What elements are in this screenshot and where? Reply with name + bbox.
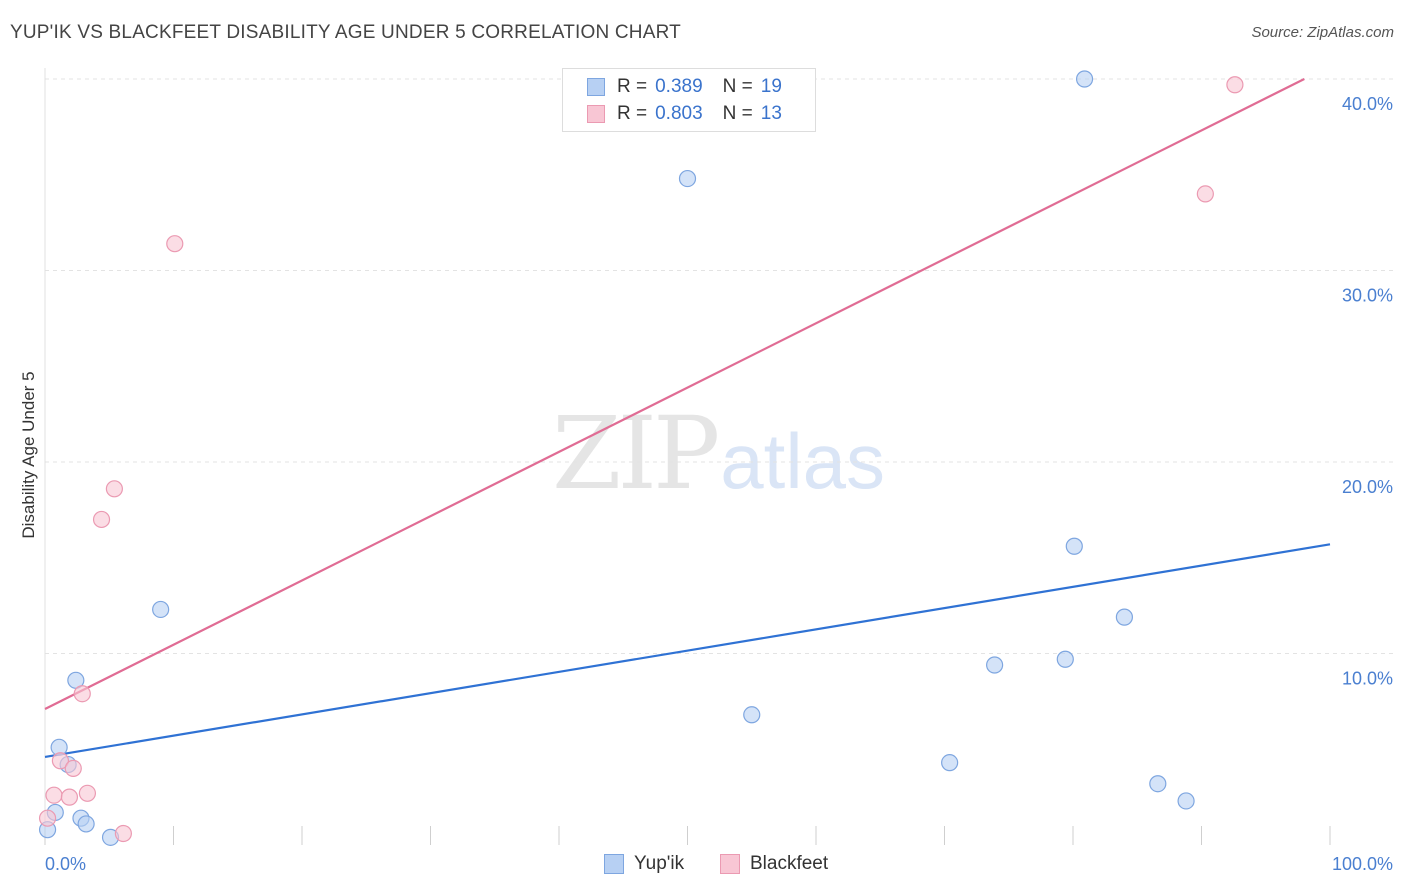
blackfeet-point xyxy=(45,786,63,804)
y-tick-label: 10.0% xyxy=(1342,669,1393,689)
source-label: Source: ZipAtlas.com xyxy=(1251,24,1394,41)
y-tick-label: 40.0% xyxy=(1342,94,1393,114)
yupik-point xyxy=(1115,608,1134,626)
legend-n-value: 13 xyxy=(760,103,782,124)
blackfeet-point xyxy=(60,788,79,806)
yupik-point xyxy=(1177,792,1195,810)
legend-row-yupik: R = 0.389 N = 19 xyxy=(587,74,782,100)
legend-r-label: R = xyxy=(617,103,648,124)
legend-row-blackfeet: R = 0.803 N = 13 xyxy=(587,101,782,127)
blackfeet-point xyxy=(105,480,123,498)
blackfeet-point xyxy=(1226,76,1244,94)
blackfeet-point xyxy=(38,809,57,827)
yupik-legend-swatch xyxy=(604,854,624,874)
correlation-legend: R = 0.389 N = 19 R = 0.803 N = 13 xyxy=(562,68,816,132)
yupik-point xyxy=(678,169,697,188)
yupik-point xyxy=(941,754,959,772)
blackfeet-legend-label: Blackfeet xyxy=(750,853,829,874)
blackfeet-point xyxy=(1196,185,1214,203)
axis-labels: 10.0% 20.0% 30.0% 40.0% 0.0% 100.0% Disability… xyxy=(19,94,1393,874)
watermark-atlas: atlas xyxy=(720,417,886,505)
y-tick-label: 20.0% xyxy=(1342,477,1393,497)
bottom-legend-blackfeet: Blackfeet xyxy=(720,852,828,876)
yupik-point xyxy=(1149,775,1167,793)
yupik-point xyxy=(1065,537,1083,555)
legend-r-value: 0.389 xyxy=(655,76,703,97)
blackfeet-swatch xyxy=(587,105,605,123)
blackfeet-point xyxy=(73,685,91,703)
x-tick-label: 100.0% xyxy=(1332,854,1393,874)
x-tick-label: 0.0% xyxy=(45,854,86,874)
legend-r-value: 0.803 xyxy=(655,103,703,124)
legend-n-label: N = xyxy=(722,76,753,97)
yupik-point xyxy=(743,706,761,724)
blackfeet-point xyxy=(64,759,82,778)
trend-lines xyxy=(44,78,1331,758)
data-points xyxy=(38,70,1244,846)
yupik-point xyxy=(152,600,170,619)
blackfeet-point xyxy=(166,235,184,253)
yupik-point xyxy=(986,656,1004,674)
yupik-point xyxy=(1056,650,1074,668)
yupik-legend-label: Yup'ik xyxy=(634,853,685,874)
legend-n-value: 19 xyxy=(760,76,782,97)
yupik-point xyxy=(77,815,95,833)
yupik-swatch xyxy=(587,78,605,96)
y-axis-label: Disability Age Under 5 xyxy=(19,371,38,538)
blackfeet-legend-swatch xyxy=(720,854,740,874)
blackfeet-point xyxy=(114,824,132,843)
yupik-point xyxy=(1075,70,1094,88)
y-tick-label: 30.0% xyxy=(1342,286,1393,306)
yupik-trend-line xyxy=(44,543,1331,758)
blackfeet-trend-line xyxy=(44,78,1305,711)
blackfeet-point xyxy=(51,752,70,770)
legend-r-label: R = xyxy=(617,76,648,97)
legend-n-label: N = xyxy=(722,103,753,124)
chart-title: YUP'IK VS BLACKFEET DISABILITY AGE UNDER… xyxy=(10,22,681,43)
blackfeet-point xyxy=(92,510,111,529)
bottom-legend-yupik: Yup'ik xyxy=(604,852,684,876)
blackfeet-point xyxy=(78,784,97,802)
